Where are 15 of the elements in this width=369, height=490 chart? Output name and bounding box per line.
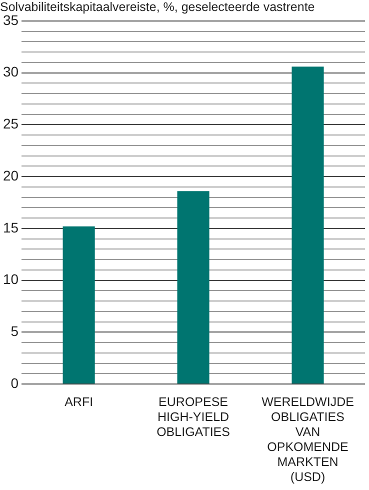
y-tick-label: 30 <box>2 64 19 80</box>
y-tick-label: 15 <box>2 219 19 236</box>
y-tick-label: 5 <box>10 323 19 339</box>
y-tick-label: 35 <box>2 12 19 28</box>
y-tick-label: 20 <box>2 167 19 184</box>
y-tick-label: 25 <box>2 116 19 132</box>
x-tick-label: WERELDWIJDE OBLIGATIES VAN OPKOMENDE MARKTEN (USD) <box>262 394 354 484</box>
x-tick-label: ARFI <box>64 394 94 409</box>
chart-title: Solvabiliteitskapitaalvereiste, %, geselecteerde vastrente <box>0 0 315 14</box>
x-tick-label: EUROPESE HIGH-YIELD OBLIGATIES <box>156 394 230 439</box>
bar <box>62 226 95 384</box>
bar <box>177 191 210 384</box>
y-tick-label: 0 <box>10 374 19 391</box>
bar <box>292 66 324 384</box>
y-tick-label: 10 <box>2 271 19 288</box>
